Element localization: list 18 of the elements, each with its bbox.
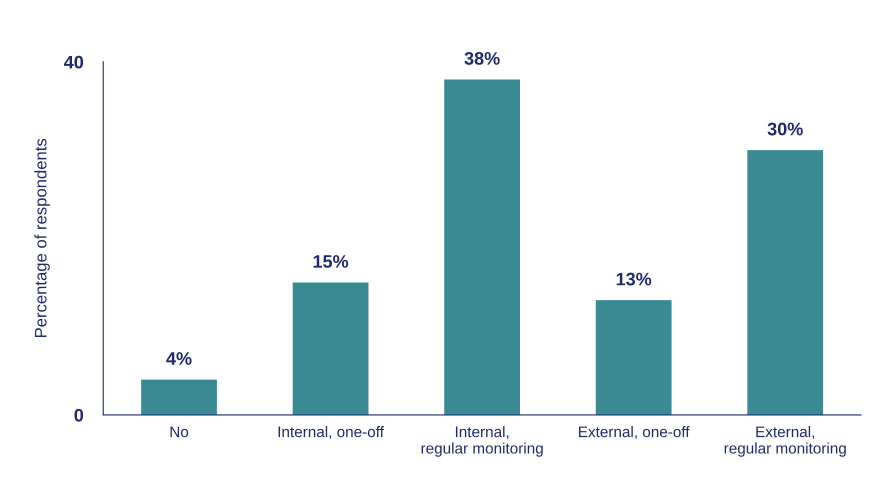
bar bbox=[596, 300, 672, 415]
y-axis-title: Percentage of respondents bbox=[34, 138, 50, 338]
data-label: 15% bbox=[314, 255, 348, 268]
y-tick-label: 0 bbox=[74, 408, 84, 422]
x-tick-label: Internal, regular monitoring bbox=[422, 426, 543, 457]
x-tick-label: External, regular monitoring bbox=[724, 426, 846, 457]
x-tick-label: External, one-off bbox=[579, 426, 690, 440]
data-label: 13% bbox=[616, 272, 652, 286]
y-tick-label: 40 bbox=[64, 56, 84, 69]
x-tick-label: No bbox=[170, 426, 188, 438]
data-label: 38% bbox=[464, 52, 500, 65]
bar bbox=[292, 282, 368, 415]
bar bbox=[747, 150, 824, 415]
x-tick-label: Internal, one-off bbox=[278, 426, 384, 440]
data-label: 4% bbox=[166, 352, 192, 365]
bar bbox=[444, 79, 520, 415]
bar bbox=[141, 380, 217, 415]
data-label: 30% bbox=[768, 122, 803, 136]
